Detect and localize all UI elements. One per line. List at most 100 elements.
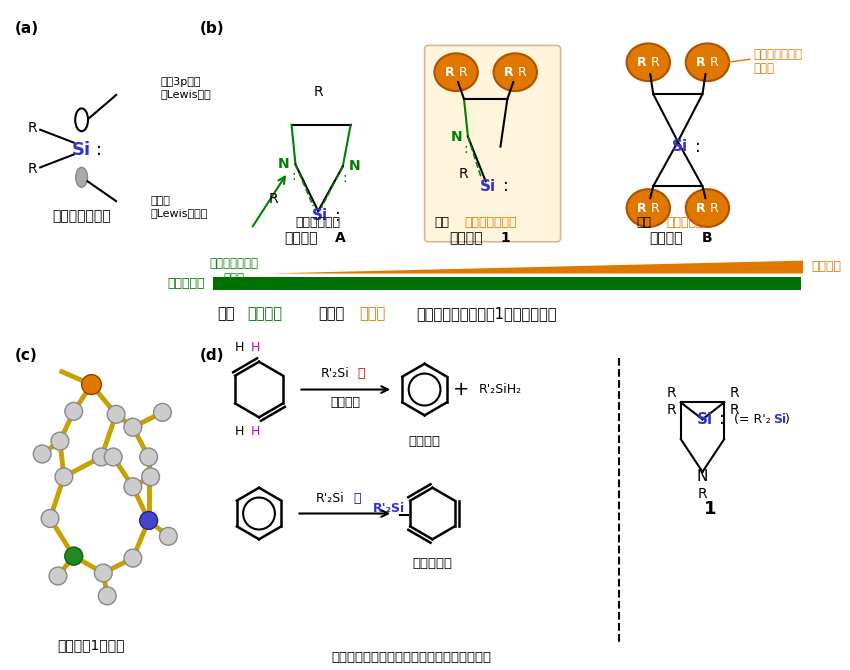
Circle shape xyxy=(65,547,82,565)
Text: R'₂Si: R'₂Si xyxy=(316,492,345,505)
Ellipse shape xyxy=(626,189,670,227)
Text: R: R xyxy=(27,162,37,176)
Circle shape xyxy=(82,376,100,393)
Text: R: R xyxy=(503,66,513,78)
Circle shape xyxy=(33,445,51,463)
Text: +: + xyxy=(453,380,469,399)
Text: 脱水素化: 脱水素化 xyxy=(331,396,360,409)
Text: 立体保護による: 立体保護による xyxy=(754,48,802,61)
Text: R: R xyxy=(637,202,646,214)
Text: R: R xyxy=(666,385,676,399)
Text: R: R xyxy=(445,66,454,78)
Circle shape xyxy=(142,468,160,486)
Text: 電子対
（Lewis塔基）: 電子対 （Lewis塔基） xyxy=(150,196,208,218)
Text: R: R xyxy=(666,403,676,417)
Circle shape xyxy=(65,403,82,420)
Circle shape xyxy=(160,527,177,545)
Text: シリレン1の構造: シリレン1の構造 xyxy=(58,639,125,653)
Circle shape xyxy=(105,448,122,466)
Circle shape xyxy=(41,510,59,527)
Circle shape xyxy=(82,375,101,395)
Text: :: : xyxy=(343,172,347,186)
Text: R: R xyxy=(729,385,739,399)
Text: R: R xyxy=(710,202,719,214)
Text: R: R xyxy=(651,202,660,214)
Text: :: : xyxy=(463,141,468,155)
Ellipse shape xyxy=(686,189,729,227)
Text: シリレン: シリレン xyxy=(649,230,683,245)
Text: N: N xyxy=(697,469,708,484)
Text: 環状: 環状 xyxy=(434,216,450,229)
Text: B: B xyxy=(702,230,713,245)
Bar xyxy=(212,277,801,290)
Text: Si: Si xyxy=(312,208,328,224)
Text: R: R xyxy=(314,85,323,99)
Text: シリレン: シリレン xyxy=(285,230,318,245)
Circle shape xyxy=(154,403,172,421)
Text: R'₂Si: R'₂Si xyxy=(373,502,405,515)
Text: 1: 1 xyxy=(704,500,717,517)
Text: R: R xyxy=(269,192,279,206)
Text: 環状: 環状 xyxy=(637,216,651,229)
Circle shape xyxy=(124,418,142,436)
Text: 脱芳香族化: 脱芳香族化 xyxy=(412,557,452,570)
Text: 光: 光 xyxy=(354,492,361,505)
Text: Si: Si xyxy=(774,413,786,426)
Text: (b): (b) xyxy=(200,21,224,36)
Text: 高い: 高い xyxy=(218,306,235,321)
Text: 熱安定性: 熱安定性 xyxy=(247,306,282,321)
Text: 環状ジアミノ: 環状ジアミノ xyxy=(296,216,341,229)
Text: R: R xyxy=(698,486,707,500)
Text: (d): (d) xyxy=(200,348,224,363)
Text: 空の3p軍道
（Lewis酸）: 空の3p軍道 （Lewis酸） xyxy=(161,77,211,99)
Text: R: R xyxy=(651,56,660,69)
Text: 熱: 熱 xyxy=(358,367,365,380)
Text: R: R xyxy=(459,66,468,78)
Text: N: N xyxy=(348,159,360,174)
Text: R: R xyxy=(518,66,526,78)
Text: 高反応性: 高反応性 xyxy=(811,260,841,273)
Text: H: H xyxy=(235,342,244,354)
Text: シリレン: シリレン xyxy=(449,230,483,245)
Text: (c): (c) xyxy=(14,348,37,363)
Text: 反応性: 反応性 xyxy=(360,306,386,321)
Text: (a): (a) xyxy=(14,21,39,36)
Text: N: N xyxy=(450,130,462,143)
Circle shape xyxy=(99,587,116,605)
Text: ジアルキル: ジアルキル xyxy=(666,216,704,229)
Circle shape xyxy=(139,511,157,529)
Text: :: : xyxy=(719,410,725,428)
Text: R: R xyxy=(637,56,646,69)
Text: (= R'₂: (= R'₂ xyxy=(734,413,771,426)
Circle shape xyxy=(55,468,73,486)
FancyBboxPatch shape xyxy=(425,46,561,242)
Circle shape xyxy=(93,448,111,466)
Circle shape xyxy=(94,564,112,582)
Circle shape xyxy=(51,432,69,450)
Circle shape xyxy=(139,511,157,529)
Circle shape xyxy=(124,549,142,567)
Text: A: A xyxy=(336,230,346,245)
Text: 1: 1 xyxy=(501,230,510,245)
Ellipse shape xyxy=(76,168,88,187)
Text: R: R xyxy=(710,56,719,69)
Text: Si: Si xyxy=(696,412,712,427)
Circle shape xyxy=(124,478,142,496)
Text: H: H xyxy=(251,342,260,354)
Circle shape xyxy=(65,547,82,565)
Text: N: N xyxy=(278,157,290,172)
Text: R'₂Si: R'₂Si xyxy=(321,367,350,380)
Text: 高熱安定性: 高熱安定性 xyxy=(167,277,205,290)
Text: シリレンの構造: シリレンの構造 xyxy=(53,209,111,223)
Text: と高い: と高い xyxy=(318,306,344,321)
Ellipse shape xyxy=(494,54,537,91)
Circle shape xyxy=(49,567,67,585)
Circle shape xyxy=(139,448,157,466)
Text: Si: Si xyxy=(479,179,496,194)
Circle shape xyxy=(107,405,125,423)
Text: 電子供与による
安定化: 電子供与による 安定化 xyxy=(210,257,259,285)
Text: R: R xyxy=(729,403,739,417)
Text: :: : xyxy=(96,141,102,159)
Text: ): ) xyxy=(785,413,791,426)
Text: :: : xyxy=(694,137,700,155)
